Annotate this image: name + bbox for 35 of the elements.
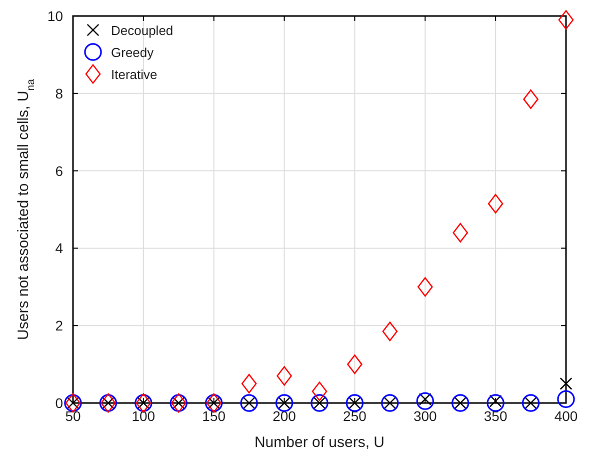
y-tick-label: 10	[47, 8, 64, 24]
x-tick-label: 150	[202, 408, 226, 424]
x-tick-label: 300	[413, 408, 438, 424]
point	[241, 374, 257, 394]
legend-label: Decoupled	[111, 23, 174, 38]
y-tick-label: 8	[55, 85, 64, 102]
point	[488, 194, 504, 214]
x-axis-title: Number of users, U	[254, 434, 385, 451]
point	[312, 382, 328, 402]
point	[486, 394, 504, 412]
y-tick-label: 0	[55, 395, 64, 411]
x-tick-label: 200	[272, 408, 296, 424]
y-tick-label: 6	[55, 162, 64, 179]
point	[523, 89, 538, 109]
point	[416, 392, 434, 410]
point	[452, 222, 468, 242]
point	[560, 377, 572, 390]
y-tick-label: 2	[55, 318, 64, 334]
y-tick-label: 4	[55, 240, 64, 256]
x-tick-label: 400	[554, 408, 578, 424]
point	[275, 394, 294, 412]
legend-label: Greedy	[111, 45, 154, 60]
legend-label: Iterative	[111, 67, 158, 82]
x-tick-label: 250	[343, 408, 367, 424]
point	[347, 354, 362, 374]
point	[346, 394, 364, 412]
x-tick-label: 100	[132, 408, 156, 424]
point	[557, 390, 575, 408]
x-tick-label: 350	[484, 408, 508, 424]
point	[558, 10, 574, 30]
point	[276, 366, 292, 386]
x-tick-label: 50	[65, 408, 81, 424]
point	[522, 394, 540, 412]
point	[382, 322, 398, 342]
point	[417, 277, 433, 297]
